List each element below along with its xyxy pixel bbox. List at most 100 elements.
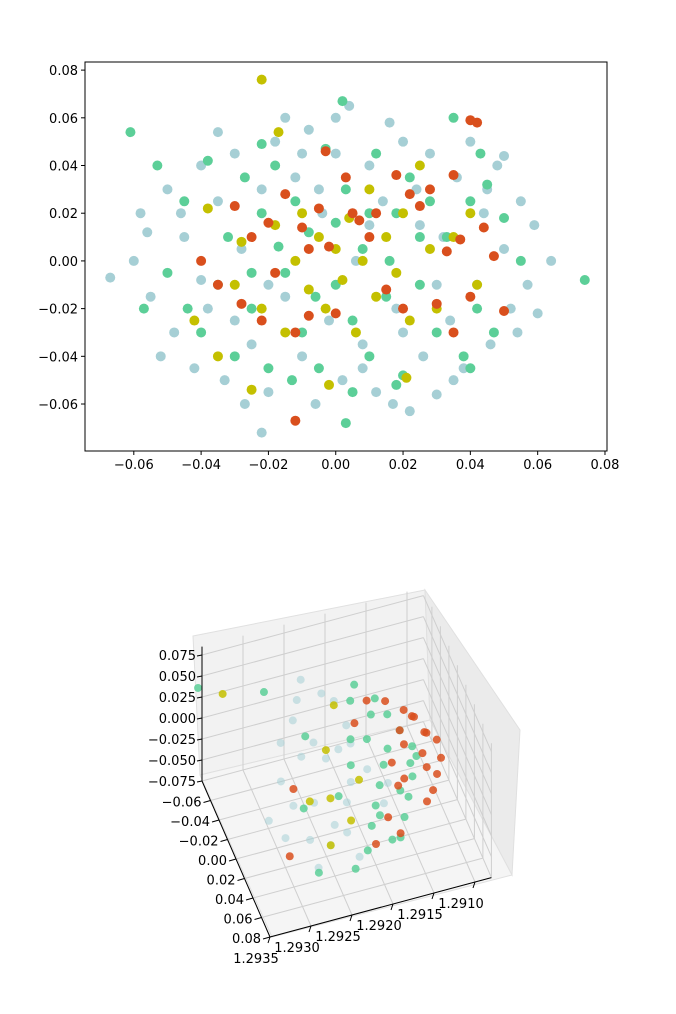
- point-2d-series-2: [256, 303, 267, 314]
- point-2d-series-3: [313, 203, 324, 214]
- y-tick-label: −0.04: [170, 815, 210, 830]
- point-2d-series-0: [196, 274, 207, 285]
- point-3d-series-1: [408, 742, 417, 751]
- x-tick-mark: [349, 914, 353, 922]
- point-2d-series-1: [280, 267, 291, 278]
- point-2d-series-2: [465, 208, 476, 219]
- y-tick-label: 0.08: [49, 64, 78, 79]
- point-2d-series-3: [297, 222, 308, 233]
- point-2d-series-1: [256, 139, 267, 150]
- y-tick-label: 0.02: [207, 874, 236, 889]
- grid-line: [422, 595, 492, 752]
- grid-line: [422, 700, 492, 857]
- y-tick-label: 0.04: [49, 160, 78, 175]
- point-3d-series-3: [387, 758, 396, 767]
- point-2d-series-3: [280, 189, 291, 200]
- point-2d-series-3: [330, 308, 341, 319]
- point-2d-series-0: [364, 160, 375, 171]
- point-2d-series-1: [330, 217, 341, 228]
- z-tick-label: −0.050: [148, 754, 196, 769]
- point-2d-series-1: [482, 179, 493, 190]
- point-2d-series-3: [381, 284, 392, 295]
- y-tick-label: −0.02: [38, 303, 78, 318]
- point-3d-series-3: [395, 726, 404, 735]
- point-3d-series-1: [383, 744, 392, 753]
- point-3d-series-2: [321, 746, 330, 755]
- z-tick-label: −0.075: [148, 775, 196, 790]
- point-2d-series-3: [256, 315, 267, 326]
- point-2d-series-0: [135, 208, 146, 219]
- point-2d-series-1: [465, 363, 476, 374]
- point-2d-series-2: [313, 232, 324, 243]
- point-3d-series-1: [362, 735, 371, 744]
- point-2d-series-3: [404, 189, 415, 200]
- point-2d-series-0: [424, 148, 435, 159]
- point-3d-series-3: [372, 840, 380, 848]
- point-2d-series-0: [280, 112, 291, 123]
- point-2d-series-0: [384, 117, 395, 128]
- point-2d-series-0: [229, 315, 240, 326]
- point-3d-series-3: [433, 769, 442, 778]
- point-3d-series-1: [259, 688, 268, 697]
- point-2d-series-0: [142, 227, 153, 238]
- point-2d-series-0: [418, 351, 429, 362]
- point-2d-series-0: [246, 339, 257, 350]
- point-3d-series-1: [375, 811, 384, 820]
- point-2d-series-0: [492, 160, 503, 171]
- point-2d-series-0: [145, 291, 156, 302]
- point-3d-series-0: [379, 799, 388, 808]
- point-2d-series-2: [381, 232, 392, 243]
- point-2d-series-1: [162, 267, 173, 278]
- x-tick-label: 0.06: [523, 458, 552, 473]
- point-2d-series-0: [357, 339, 368, 350]
- point-2d-series-3: [488, 251, 499, 262]
- points-2d: [105, 74, 590, 438]
- point-3d-series-1: [400, 813, 409, 822]
- point-3d-series-0: [383, 778, 392, 787]
- point-2d-series-3: [324, 241, 335, 252]
- point-2d-series-1: [391, 379, 402, 390]
- point-2d-series-0: [270, 136, 281, 147]
- point-2d-series-3: [391, 170, 402, 181]
- point-2d-series-3: [340, 172, 351, 183]
- point-3d-series-0: [281, 834, 290, 843]
- point-2d-series-1: [381, 291, 392, 302]
- y-tick-label: 0.02: [49, 207, 78, 222]
- point-2d-series-0: [229, 148, 240, 159]
- grid-line: [422, 616, 492, 773]
- point-2d-series-0: [465, 136, 476, 147]
- point-3d-series-1: [408, 772, 417, 781]
- grid-line: [252, 838, 475, 899]
- axis-line: [269, 877, 492, 938]
- point-2d-series-0: [219, 375, 230, 386]
- point-2d-series-3: [431, 298, 442, 309]
- point-3d-series-3: [384, 813, 393, 822]
- x-tick-label: 0.04: [456, 458, 485, 473]
- point-2d-series-2: [297, 208, 308, 219]
- point-2d-series-1: [310, 291, 321, 302]
- point-3d-series-0: [276, 777, 285, 786]
- point-2d-series-1: [286, 375, 297, 386]
- z-tick-label: 0.000: [159, 712, 196, 727]
- point-2d-series-3: [478, 222, 489, 233]
- point-2d-series-1: [179, 196, 190, 207]
- x-tick-label: −0.04: [181, 458, 221, 473]
- point-3d-series-3: [350, 719, 359, 728]
- z-tick-mark: [196, 654, 203, 657]
- point-2d-series-2: [290, 255, 301, 266]
- y-tick-mark: [237, 878, 245, 881]
- point-2d-series-0: [330, 112, 341, 123]
- point-3d-series-2: [355, 775, 363, 784]
- grid-3d: [201, 591, 492, 938]
- x-tick-label: 0.00: [321, 458, 350, 473]
- point-2d-series-1: [448, 112, 459, 123]
- point-2d-series-0: [128, 255, 139, 266]
- point-3d-series-3: [437, 753, 445, 762]
- z-tick-label: 0.050: [159, 670, 196, 685]
- point-2d-series-0: [236, 243, 247, 254]
- point-2d-series-1: [246, 267, 257, 278]
- point-2d-series-2: [246, 384, 257, 395]
- point-2d-series-0: [485, 339, 496, 350]
- x-tick-mark: [308, 925, 312, 933]
- y-tick-label: 0.04: [215, 893, 244, 908]
